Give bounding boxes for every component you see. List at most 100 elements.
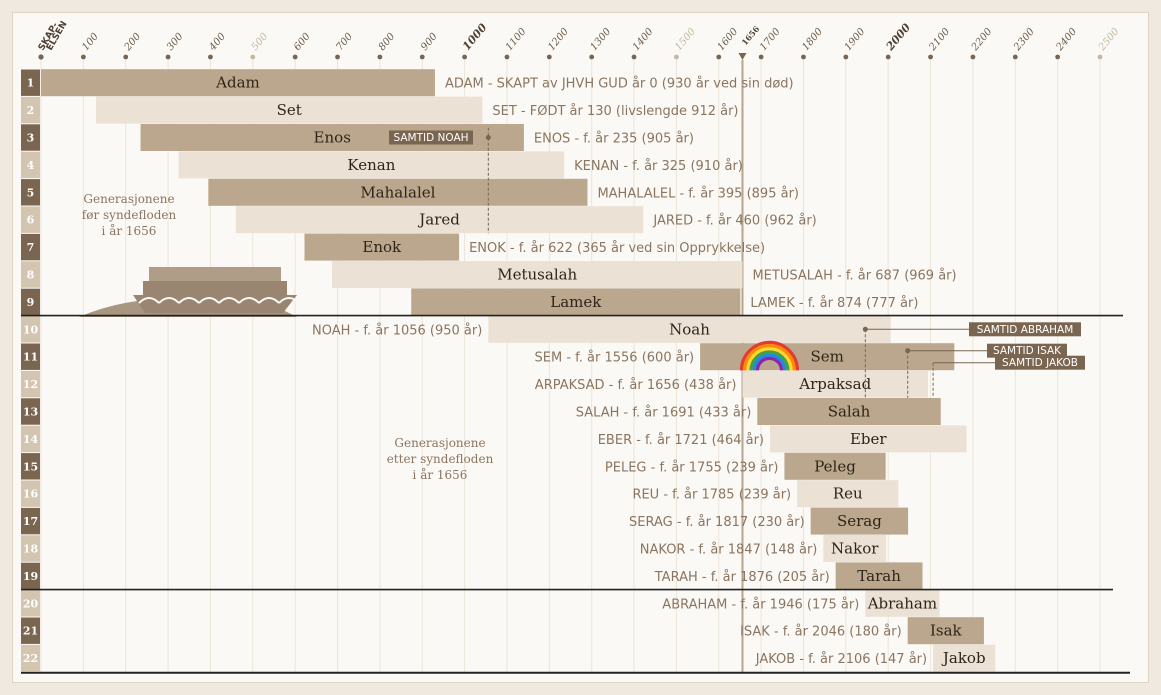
tick-label: 500 [250,31,271,53]
row-number: 22 [23,652,38,665]
tick-dot [208,54,213,60]
bar-info: REU - f. år 1785 (239 år) [632,488,791,503]
tick-label: 2100 [927,26,953,54]
row-number-box [21,261,40,288]
tick-dot [462,54,467,60]
tick-dot [885,54,891,60]
samtid-tag-label: SAMTID ISAK [993,345,1062,357]
lifespan-bar [933,644,996,672]
ark-wave [198,297,220,304]
tick-label: 2400 [1054,26,1080,54]
tick-label: 1300 [589,26,614,53]
tick-label: 1000 [460,21,490,53]
rainbow-icon [739,340,800,371]
tick-label: 1800 [800,26,825,53]
row-number: 3 [27,132,35,145]
tick-label: 600 [292,31,313,53]
tick-label: 2000 [883,21,914,54]
ark-wave [138,297,160,304]
lifespan-bar [784,452,886,480]
bar-info: ENOK - f. år 622 (365 år ved sin Opprykk… [469,241,765,256]
bar-info: NAKOR - f. år 1847 (148 år) [640,543,818,558]
tick-label: 1400 [631,26,656,53]
row-number: 14 [23,433,39,446]
row-number: 12 [23,378,38,391]
tick-dot [631,54,637,60]
tick-label: 1200 [546,26,571,53]
bar-info: LAMEK - f. år 874 (777 år) [750,296,918,311]
row-number: 20 [23,597,39,610]
tick-dot [546,54,552,60]
bar-name: Enos [314,129,351,147]
bar-info: ADAM - SKAPT av JHVH GUD år 0 (930 år ve… [445,77,794,92]
bar-info: SERAG - f. år 1817 (230 år) [629,515,805,530]
tick-dot [970,54,976,60]
lifespan-bar [208,178,588,206]
row-number-box [21,179,40,206]
bar-info: TARAH - f. år 1876 (205 år) [654,570,830,585]
tick-dot [250,54,256,60]
row-number-box [21,644,40,672]
lifespan-bar [96,96,483,124]
bar-info: JAKOB - f. år 2106 (147 år) [755,652,927,667]
row-number-box [21,206,40,233]
lifespan-bar [835,562,923,590]
lifespan-bar [304,233,460,261]
lifespan-bar [770,425,967,453]
bar-info: SALAH - f. år 1691 (433 år) [576,406,752,421]
row-number-box [21,590,40,617]
note-before-flood: Generasjonene [83,192,174,206]
row-number: 2 [27,104,35,117]
tick-dot [801,54,806,60]
tick-dot [843,54,849,60]
bar-name: Abraham [867,594,937,612]
bar-name: Metusalah [497,266,577,284]
lifespan-bar [865,589,940,617]
bar-name: Noah [669,320,710,338]
row-number: 8 [27,269,35,282]
tick-dot [292,54,298,60]
ark-wave [218,297,240,304]
bar-info: NOAH - f. år 1056 (950 år) [312,323,482,338]
samtid-noah-dot [485,135,491,140]
ark-wave [178,297,200,304]
row-number-box [21,617,40,644]
lifespan-bar [823,535,887,562]
bar-name: Set [277,101,302,119]
bar-info: SEM - f. år 1556 (600 år) [535,351,695,366]
lifespan-bar [797,480,899,508]
tick-label: 2500 [1096,26,1122,54]
samtid-tag: SAMTID NOAH [389,130,473,145]
tick-label: 2300 [1012,26,1038,54]
row-number-box [21,562,40,590]
tick-dot [589,54,595,60]
tick-label: 100 [80,31,101,53]
row-number-box [21,124,40,151]
tick-label: 1900 [843,26,868,53]
lifespan-bar [178,151,565,179]
row-number-box [21,398,40,425]
bar-info: ABRAHAM - f. år 1946 (175 år) [662,597,859,612]
bar-name: Reu [833,485,863,503]
bar-info: EBER - f. år 1721 (464 år) [598,433,764,448]
row-number: 4 [27,159,35,172]
bar-info: PELEG - f. år 1755 (239 år) [605,460,779,475]
lifespan-bar [411,288,741,316]
bar-info: SET - FØDT år 130 (livslengde 912 år) [492,104,738,119]
bar-info: MAHALALEL - f. år 395 (895 år) [597,186,799,201]
note-after-flood: etter syndefloden [387,452,494,466]
bar-name: Nakor [831,540,879,558]
note-after-flood: Generasjonene [394,436,485,450]
bar-name: Arpaksad [798,375,871,393]
bar-name: Tarah [857,567,901,585]
tick-label: 700 [334,31,355,53]
bar-info: KENAN - f. år 325 (910 år) [574,159,743,174]
bar-name: Adam [215,74,260,92]
ark-wave [158,297,180,304]
samtid-tag: SAMTID JAKOB [995,355,1085,370]
rainbow-band [755,356,784,371]
lifespan-bar [907,617,984,645]
lifespan-bar [742,370,929,398]
row-number: 13 [23,406,38,419]
tick-label: 900 [419,31,440,53]
